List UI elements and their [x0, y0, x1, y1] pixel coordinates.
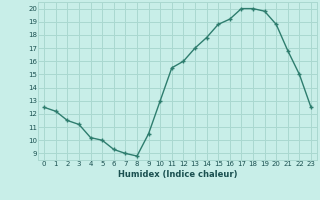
X-axis label: Humidex (Indice chaleur): Humidex (Indice chaleur): [118, 170, 237, 179]
